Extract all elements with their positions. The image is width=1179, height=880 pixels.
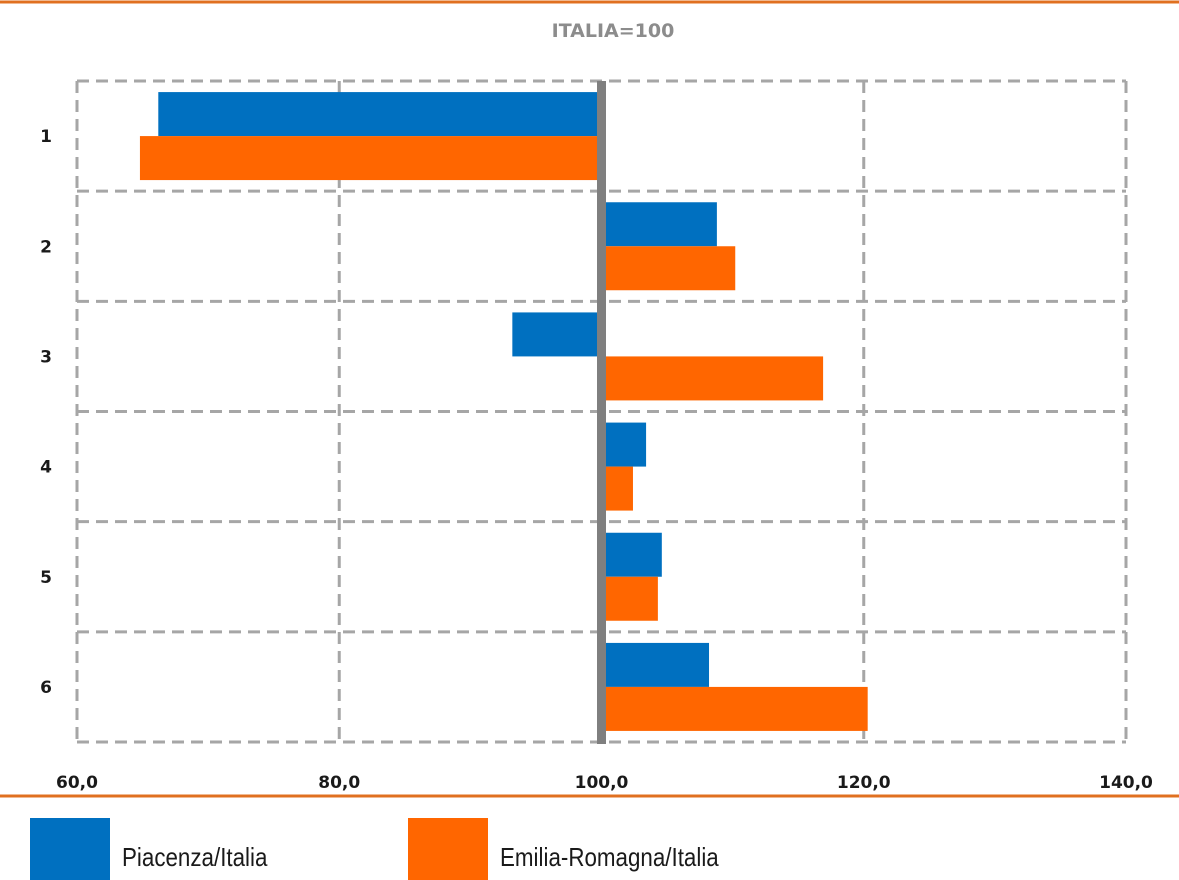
x-axis-ticks: 60,0 80,0 100,0 120,0 140,0	[56, 773, 1153, 793]
category-label-3: 3	[40, 347, 52, 367]
bar-emilia-romagna-4	[601, 466, 633, 511]
category-label-1: 1	[40, 127, 52, 147]
legend-swatch-emilia-romagna	[408, 818, 488, 880]
bar-emilia-romagna-1	[139, 136, 602, 181]
bars	[139, 92, 868, 731]
x-tick-label-4: 140,0	[1099, 773, 1153, 793]
bar-emilia-romagna-5	[601, 576, 658, 621]
legend-swatch-piacenza	[30, 818, 110, 880]
category-label-6: 6	[40, 678, 52, 698]
legend-label-piacenza: Piacenza/Italia	[122, 842, 268, 872]
category-label-5: 5	[40, 568, 52, 588]
x-tick-label-3: 120,0	[837, 773, 891, 793]
bar-piacenza-3	[512, 312, 602, 357]
bar-piacenza-2	[601, 202, 717, 247]
x-tick-label-0: 60,0	[56, 773, 98, 793]
bar-piacenza-6	[601, 642, 710, 687]
category-label-2: 2	[40, 237, 52, 257]
bar-piacenza-5	[601, 532, 662, 577]
bar-emilia-romagna-6	[601, 686, 868, 731]
chart: ITALIA=100 60,0 80,0 100,0 120,0 140,0 1 2 3 4 5…	[0, 0, 1179, 798]
chart-title: ITALIA=100	[552, 20, 675, 42]
x-tick-label-1: 80,0	[318, 773, 360, 793]
category-labels: 1 2 3 4 5 6	[40, 127, 52, 698]
bar-piacenza-4	[601, 422, 647, 467]
legend: Piacenza/Italia Emilia-Romagna/Italia	[0, 818, 1179, 880]
category-label-4: 4	[40, 458, 52, 478]
x-tick-label-2: 100,0	[575, 773, 629, 793]
bar-emilia-romagna-2	[601, 246, 736, 291]
bar-emilia-romagna-3	[601, 356, 824, 401]
bar-piacenza-1	[158, 92, 602, 137]
legend-label-emilia-romagna: Emilia-Romagna/Italia	[500, 842, 719, 872]
